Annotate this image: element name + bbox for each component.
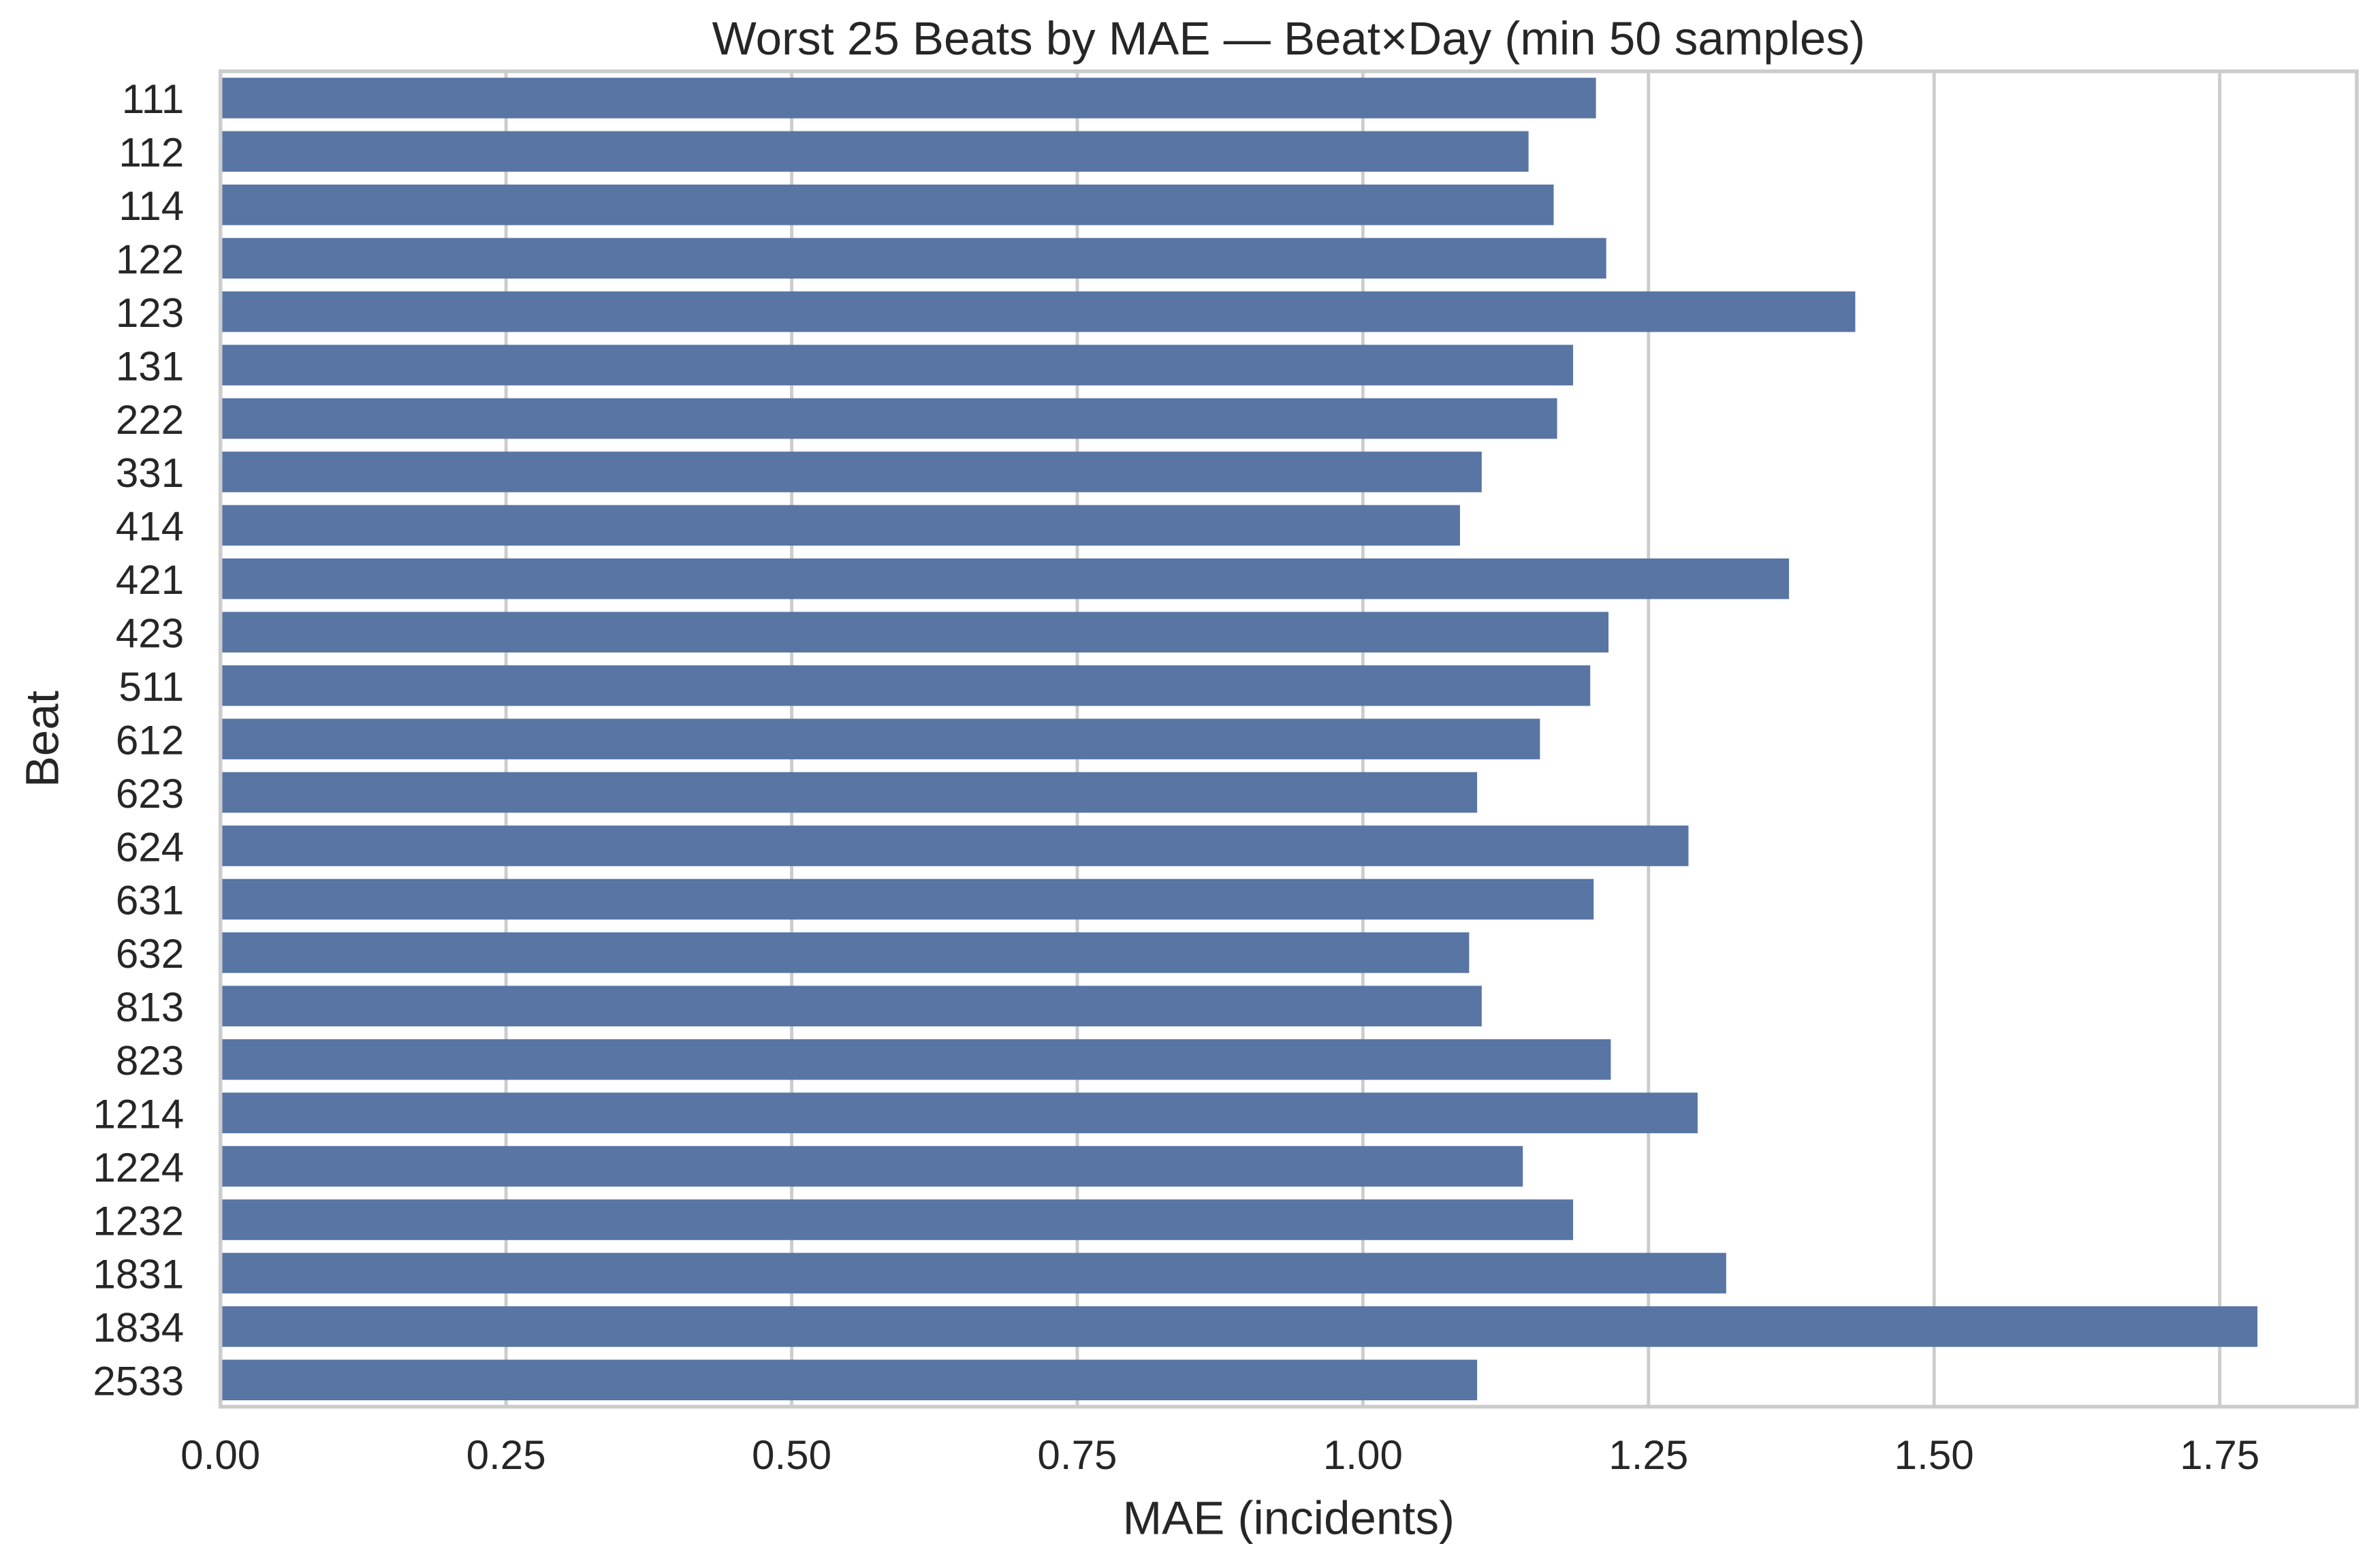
bar-beat-423 — [220, 612, 1609, 653]
x-tick-label: 0.25 — [466, 1432, 546, 1478]
bar-beat-623 — [220, 772, 1478, 813]
y-tick-label: 1831 — [93, 1252, 184, 1297]
y-tick-label: 624 — [116, 824, 184, 870]
y-tick-label: 1232 — [93, 1198, 184, 1244]
bars — [220, 78, 2257, 1401]
chart-title: Worst 25 Beats by MAE — Beat×Day (min 50… — [712, 12, 1865, 65]
bar-beat-823 — [220, 1039, 1611, 1080]
y-tick-label: 421 — [116, 557, 184, 603]
y-tick-label: 623 — [116, 771, 184, 817]
bar-beat-123 — [220, 291, 1856, 332]
y-tick-label: 511 — [118, 664, 184, 710]
x-tick-labels: 0.00 0.25 0.50 0.75 1.00 1.25 1.50 1.75 — [180, 1432, 2259, 1478]
y-axis-label: Beat — [15, 691, 68, 787]
y-tick-label: 123 — [116, 290, 184, 336]
x-tick-label: 0.75 — [1037, 1432, 1117, 1478]
bar-beat-1834 — [220, 1306, 2257, 1347]
y-tick-label: 423 — [116, 611, 184, 657]
y-tick-label: 631 — [116, 878, 184, 923]
bar-beat-331 — [220, 452, 1482, 492]
x-tick-label: 1.50 — [1894, 1432, 1974, 1478]
x-axis-label: MAE (incidents) — [1123, 1491, 1455, 1545]
y-tick-label: 131 — [116, 343, 184, 389]
y-tick-label: 1214 — [93, 1091, 184, 1137]
bar-beat-222 — [220, 398, 1557, 439]
bar-beat-414 — [220, 505, 1460, 546]
y-tick-label: 1224 — [93, 1145, 184, 1190]
y-tick-labels: 111 112 114 122 123 131 222 331 414 421 423 511 612 6… — [93, 76, 184, 1404]
bar-beat-131 — [220, 345, 1574, 385]
y-tick-label: 1834 — [93, 1305, 184, 1351]
bar-beat-122 — [220, 238, 1606, 279]
y-tick-label: 331 — [116, 450, 184, 496]
y-tick-label: 114 — [118, 183, 184, 229]
x-tick-label: 0.50 — [752, 1432, 831, 1478]
x-tick-label: 1.00 — [1323, 1432, 1403, 1478]
bar-beat-1224 — [220, 1146, 1523, 1187]
bar-beat-813 — [220, 985, 1482, 1027]
bar-beat-114 — [220, 184, 1554, 225]
bar-beat-511 — [220, 665, 1591, 706]
y-tick-label: 632 — [116, 931, 184, 977]
y-tick-label: 612 — [116, 717, 184, 763]
y-tick-label: 122 — [116, 237, 184, 283]
bar-beat-612 — [220, 719, 1540, 759]
bar-beat-632 — [220, 932, 1470, 973]
bar-beat-421 — [220, 558, 1790, 599]
bar-beat-2533 — [220, 1359, 1478, 1401]
bar-beat-111 — [220, 78, 1596, 119]
y-tick-label: 111 — [122, 76, 184, 122]
bar-beat-631 — [220, 879, 1594, 920]
y-tick-label: 112 — [118, 130, 184, 176]
x-tick-label: 0.00 — [180, 1432, 260, 1478]
bar-beat-1831 — [220, 1252, 1726, 1294]
y-tick-label: 222 — [116, 397, 184, 443]
bar-beat-1232 — [220, 1199, 1574, 1240]
bar-beat-112 — [220, 131, 1529, 172]
y-tick-label: 2533 — [93, 1359, 184, 1404]
plot-frame — [218, 69, 2359, 1409]
y-tick-label: 813 — [116, 985, 184, 1030]
y-tick-label: 823 — [116, 1038, 184, 1084]
y-tick-label: 414 — [116, 504, 184, 550]
x-tick-label: 1.25 — [1608, 1432, 1688, 1478]
x-tick-label: 1.75 — [2180, 1432, 2259, 1478]
bar-beat-1214 — [220, 1092, 1698, 1133]
bar-beat-624 — [220, 825, 1689, 866]
